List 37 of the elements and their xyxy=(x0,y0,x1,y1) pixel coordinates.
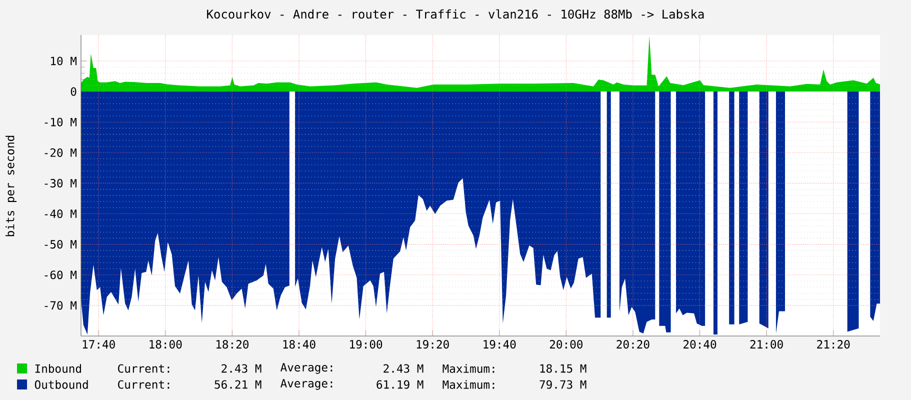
text: 56.21 M xyxy=(214,380,262,389)
x-tick-label: 20:20 xyxy=(616,340,650,349)
text: 2.43 M xyxy=(222,364,262,373)
x-tick-label: 18:20 xyxy=(216,340,248,349)
y-tick-label: -50 M xyxy=(44,240,76,249)
legend-label: Inbound xyxy=(35,364,81,373)
x-tick-label: 18:40 xyxy=(283,340,316,349)
y-tick-label: -60 M xyxy=(44,270,76,280)
text: 18.15 M xyxy=(540,364,586,373)
y-tick-label: 10 M xyxy=(51,56,76,66)
chart-title: Kocourkov - Andre - router - Traffic - vlan216 - 10GHz 88Mb -> Labska xyxy=(207,9,704,19)
y-tick-label: -70 M xyxy=(44,301,76,310)
y-tick-label: -10 M xyxy=(44,118,76,126)
x-tick-label: 20:40 xyxy=(684,340,716,349)
text: 61.19 M xyxy=(376,380,424,389)
legend-label: Outbound xyxy=(34,380,88,389)
text: 79.73 M xyxy=(540,380,586,389)
y-axis-title: bits per second xyxy=(6,136,17,236)
x-tick-label: 21:00 xyxy=(750,340,783,349)
x-tick-label: 18:00 xyxy=(150,340,182,349)
text: Current: xyxy=(118,380,170,389)
text: 2.43 M xyxy=(384,364,424,373)
y-tick-label: -40 M xyxy=(44,209,76,218)
x-tick-label: 19:00 xyxy=(350,340,382,349)
x-tick-label: 20:00 xyxy=(550,340,582,349)
text: Current: xyxy=(118,364,170,373)
x-tick-label: 21:20 xyxy=(817,340,850,349)
text: Average: xyxy=(280,379,332,390)
y-tick-label: 0 xyxy=(70,87,76,96)
text: Maximum: xyxy=(442,380,494,389)
y-tick-label: -30 M xyxy=(44,178,76,188)
x-tick-label: 19:20 xyxy=(416,340,449,349)
text: Average: xyxy=(280,363,332,374)
text: Maximum: xyxy=(442,364,494,373)
x-tick-label: 19:40 xyxy=(484,340,516,349)
y-tick-label: -20 M xyxy=(44,148,76,157)
x-tick-label: 17:40 xyxy=(82,340,115,349)
